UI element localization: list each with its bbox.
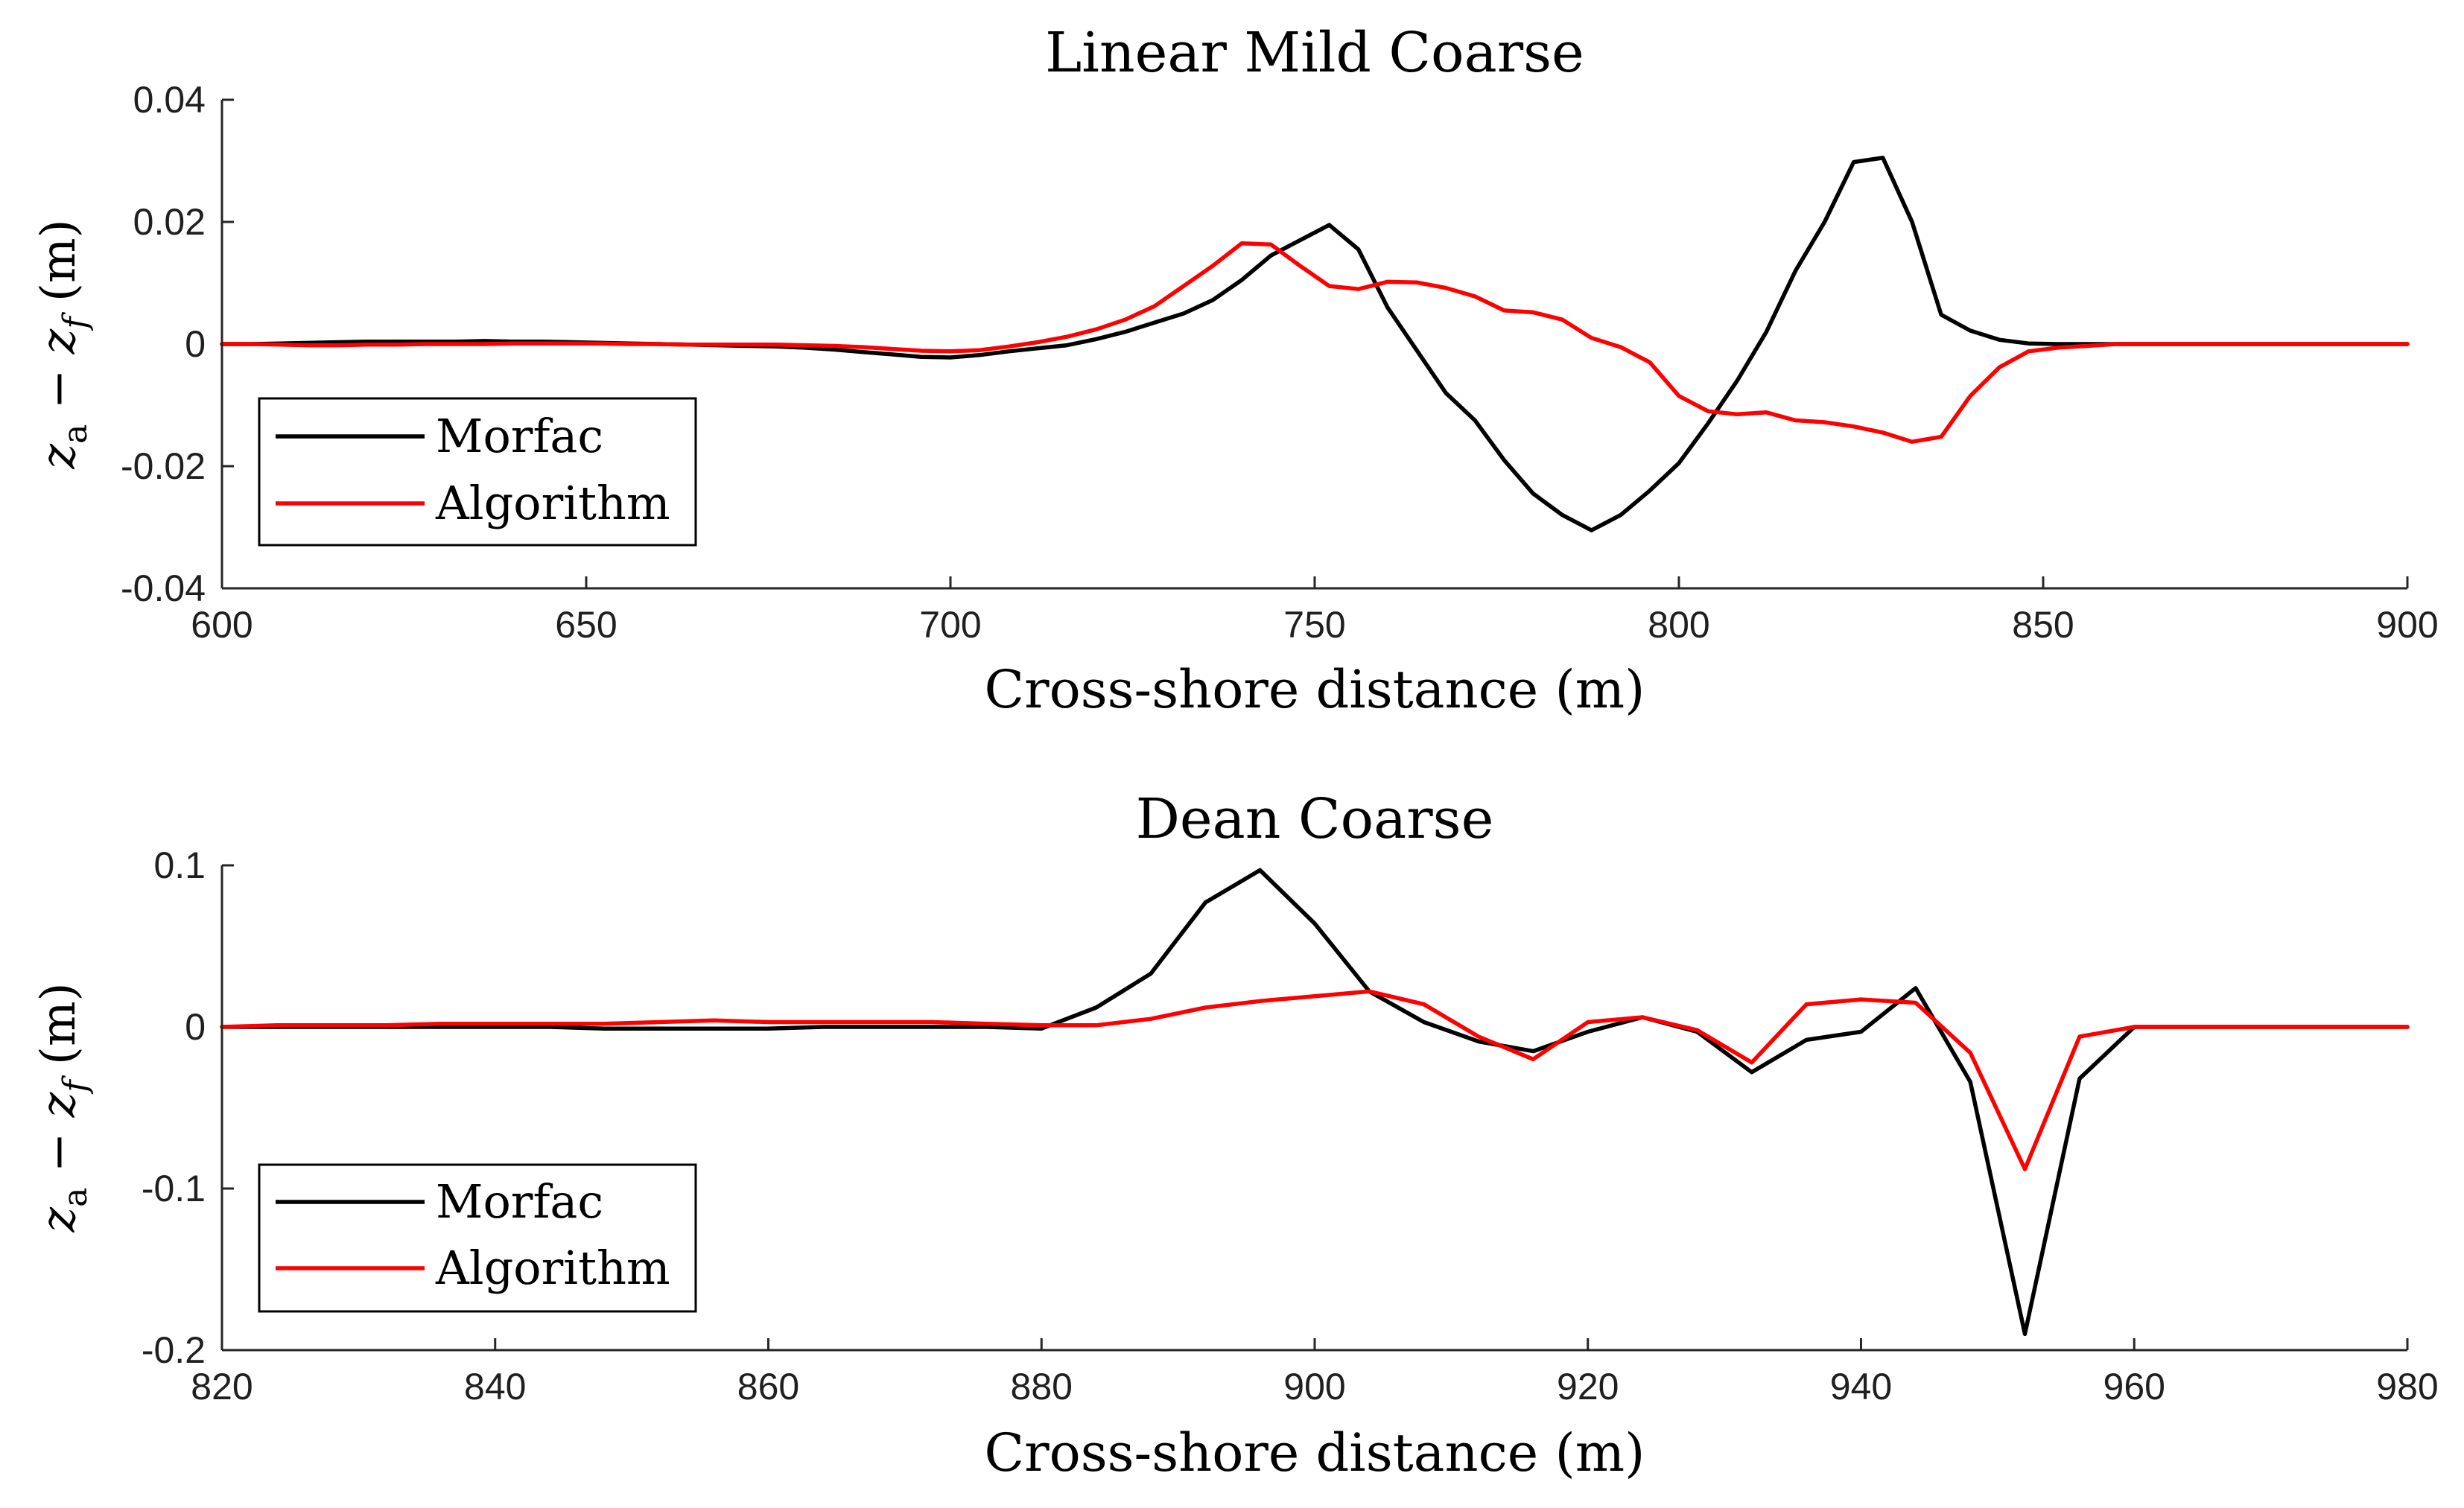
x-tick-label: 750	[1283, 604, 1345, 646]
x-tick-label: 900	[2376, 604, 2438, 646]
chart-title: Dean Coarse	[1136, 787, 1494, 851]
x-tick-label: 600	[191, 604, 253, 646]
legend-label-morfac: Morfac	[436, 409, 603, 463]
chart-top: Linear Mild Coarse 600 650 700 750 800 850 900…	[31, 21, 2439, 720]
series-line-algorithm	[220, 241, 2410, 444]
y-tick-label: 0.04	[133, 79, 206, 121]
y-tick-label: 0	[185, 323, 206, 365]
chart-bottom: Dean Coarse 820 840 860 880 900 920 940 960 980 -…	[31, 787, 2439, 1483]
x-tick-label: 920	[1557, 1366, 1619, 1407]
x-tick-label: 860	[737, 1366, 799, 1407]
plot-area	[220, 868, 2410, 1337]
x-tick-label: 850	[2012, 604, 2074, 646]
y-tick-label: -0.02	[121, 445, 206, 487]
plot-area	[220, 156, 2410, 532]
series-line-morfac	[220, 868, 2410, 1337]
series-line-algorithm	[220, 989, 2410, 1171]
x-tick-label: 800	[1648, 604, 1709, 646]
x-axis-label: Cross-shore distance (m)	[985, 659, 1645, 720]
y-tick-label: -0.2	[142, 1329, 206, 1371]
y-tick-label: 0.02	[133, 201, 206, 243]
y-axis-label: za − zf (m)	[31, 219, 95, 469]
y-tick-label: -0.1	[142, 1168, 206, 1209]
x-tick-label: 650	[555, 604, 617, 646]
legend-label-algorithm: Algorithm	[435, 1241, 670, 1295]
legend-label-algorithm: Algorithm	[435, 476, 670, 530]
x-tick-label: 820	[191, 1366, 253, 1407]
x-tick-label: 840	[464, 1366, 526, 1407]
y-axis-label: za − zf (m)	[31, 982, 95, 1232]
x-tick-label: 980	[2376, 1366, 2438, 1407]
x-tick-label: 940	[1830, 1366, 1892, 1407]
x-axis-label: Cross-shore distance (m)	[985, 1422, 1645, 1483]
x-tick-label: 880	[1011, 1366, 1073, 1407]
x-tick-label: 700	[919, 604, 981, 646]
y-tick-label: 0.1	[153, 844, 206, 886]
legend-box	[258, 397, 697, 547]
y-tick-label: 0	[185, 1006, 206, 1048]
legend-box	[258, 1163, 697, 1313]
x-tick-label: 900	[1283, 1366, 1345, 1407]
y-tick-label: -0.04	[121, 567, 206, 609]
legend: Morfac Algorithm	[258, 397, 697, 547]
chart-title: Linear Mild Coarse	[1045, 21, 1584, 85]
legend-label-morfac: Morfac	[436, 1174, 603, 1229]
tick-group: 820 840 860 880 900 920 940 960 980 -0.2 -0.1 0 0.1	[142, 844, 2439, 1407]
tick-group: 600 650 700 750 800 850 900 -0.04 -0.02 0 0.02 0.04	[121, 79, 2439, 646]
legend: Morfac Algorithm	[258, 1163, 697, 1313]
x-tick-label: 960	[2103, 1366, 2165, 1407]
